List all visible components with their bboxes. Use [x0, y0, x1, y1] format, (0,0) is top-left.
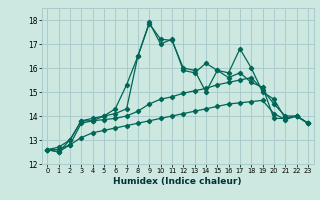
- X-axis label: Humidex (Indice chaleur): Humidex (Indice chaleur): [113, 177, 242, 186]
